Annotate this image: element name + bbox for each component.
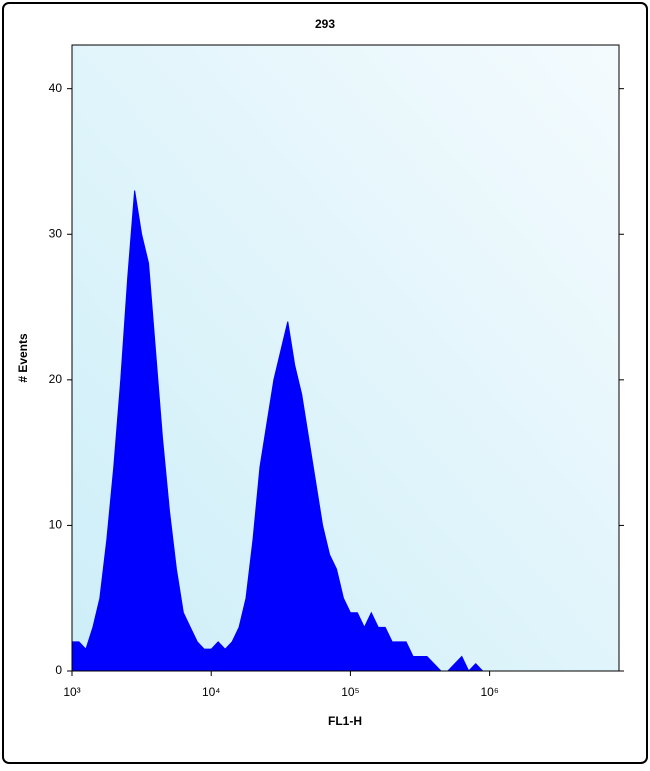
x-tick-label: 10⁴ bbox=[202, 685, 221, 699]
chart-title: 293 bbox=[315, 17, 335, 31]
plot-border bbox=[71, 44, 620, 672]
histogram-area bbox=[71, 190, 490, 672]
y-tick-label: 0 bbox=[55, 663, 62, 677]
y-axis-label: # Events bbox=[16, 333, 30, 383]
x-tick-label: 10⁵ bbox=[341, 685, 359, 699]
y-tick-label: 10 bbox=[49, 518, 63, 532]
x-axis-label: FL1-H bbox=[328, 714, 362, 728]
x-tick-label: 10⁶ bbox=[480, 685, 498, 699]
y-tick-label: 40 bbox=[49, 81, 63, 95]
y-tick-label: 20 bbox=[49, 372, 63, 386]
x-tick-label: 10³ bbox=[63, 685, 80, 699]
y-tick-label: 30 bbox=[49, 226, 63, 240]
